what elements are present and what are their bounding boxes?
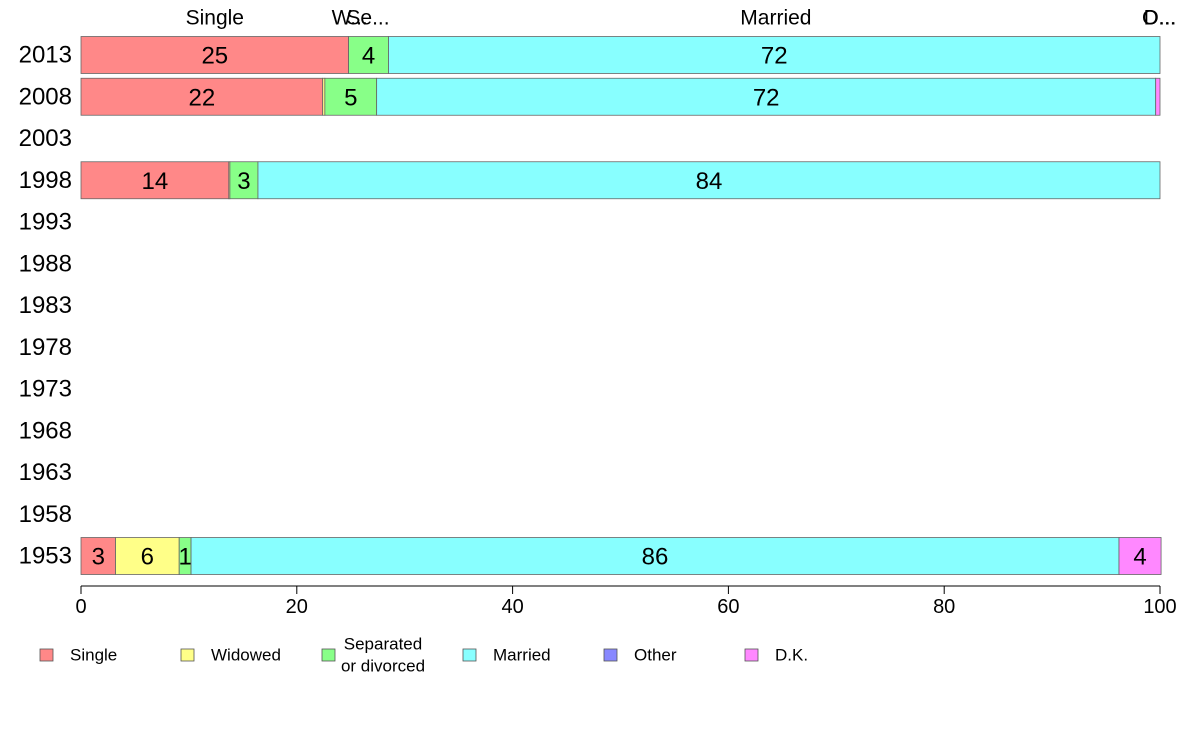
bar-segment bbox=[388, 36, 1161, 74]
bar-segment bbox=[80, 161, 230, 200]
bar-segment bbox=[190, 537, 1120, 575]
data-label: 4 bbox=[1133, 544, 1146, 571]
category-label: 1953 bbox=[19, 543, 72, 570]
top-label: Married bbox=[740, 7, 811, 30]
category-label: 1968 bbox=[19, 417, 72, 444]
category-label: 1993 bbox=[19, 209, 72, 236]
legend-label: Married bbox=[493, 646, 551, 665]
bar-segment bbox=[229, 161, 259, 200]
category-label: 1983 bbox=[19, 292, 72, 319]
data-label: 22 bbox=[188, 84, 215, 111]
bar-segment bbox=[80, 36, 349, 74]
x-tick-label: 0 bbox=[75, 596, 86, 618]
data-label: 3 bbox=[237, 168, 250, 195]
legend-label: D.K. bbox=[775, 646, 808, 665]
x-tick-label: 100 bbox=[1143, 596, 1176, 618]
bar-segment bbox=[80, 537, 116, 575]
top-label: Single bbox=[186, 7, 244, 30]
legend-label: Other bbox=[634, 646, 677, 665]
legend-swatch bbox=[39, 648, 54, 662]
bar-segment bbox=[257, 161, 1161, 200]
legend-label: Single bbox=[70, 646, 117, 665]
data-label: 1 bbox=[178, 544, 191, 571]
top-label: W... bbox=[332, 7, 368, 30]
data-label: 72 bbox=[753, 84, 780, 111]
category-label: 2008 bbox=[19, 83, 72, 110]
category-label: 2003 bbox=[19, 125, 72, 152]
top-label: O... bbox=[1142, 7, 1176, 30]
legend-swatch bbox=[603, 648, 618, 662]
legend-label: or divorced bbox=[341, 657, 425, 676]
x-tick-label: 60 bbox=[717, 596, 739, 618]
x-tick-label: 80 bbox=[933, 596, 955, 618]
legend-swatch bbox=[180, 648, 195, 662]
data-label: 6 bbox=[141, 544, 154, 571]
bar-segment bbox=[80, 77, 324, 116]
category-label: 2013 bbox=[19, 42, 72, 69]
bar-segment bbox=[376, 77, 1157, 116]
data-label: 3 bbox=[92, 544, 105, 571]
legend-swatch bbox=[321, 648, 336, 662]
data-label: 5 bbox=[344, 84, 357, 111]
category-label: 1973 bbox=[19, 376, 72, 403]
category-label: 1978 bbox=[19, 334, 72, 361]
data-label: 84 bbox=[696, 168, 723, 195]
category-label: 1958 bbox=[19, 501, 72, 528]
data-label: 25 bbox=[201, 43, 228, 70]
data-label: 14 bbox=[142, 168, 169, 195]
top-label: D... bbox=[1144, 7, 1177, 30]
legend-swatch bbox=[744, 648, 759, 662]
bar-segment bbox=[1118, 537, 1162, 575]
x-tick-label: 20 bbox=[286, 596, 308, 618]
data-label: 72 bbox=[761, 43, 788, 70]
category-label: 1963 bbox=[19, 459, 72, 486]
data-label: 4 bbox=[362, 43, 375, 70]
legend-label: Separated bbox=[344, 635, 422, 654]
bar-segment bbox=[115, 537, 180, 575]
category-label: 1998 bbox=[19, 167, 72, 194]
bar-segment bbox=[324, 77, 378, 116]
bar-segment bbox=[1155, 77, 1161, 116]
x-tick-label: 40 bbox=[501, 596, 523, 618]
legend-label: Widowed bbox=[211, 646, 281, 665]
legend-swatch bbox=[462, 648, 477, 662]
category-label: 1988 bbox=[19, 250, 72, 277]
top-label: Se... bbox=[346, 7, 389, 30]
data-label: 86 bbox=[642, 544, 669, 571]
